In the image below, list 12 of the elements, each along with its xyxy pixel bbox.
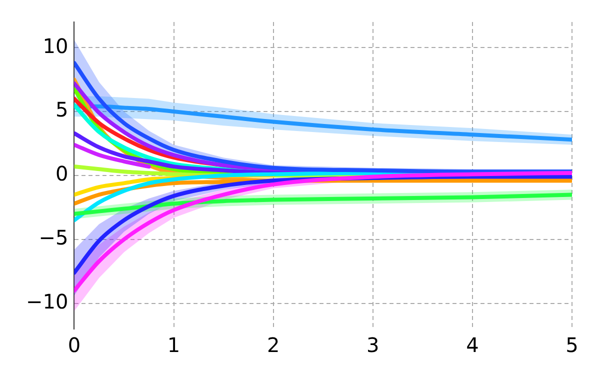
y-tick-label: −5 xyxy=(38,226,68,250)
x-tick-label: 3 xyxy=(366,333,380,358)
line-series xyxy=(74,104,572,142)
y-tick-label: −10 xyxy=(26,290,68,314)
y-tick-label: 10 xyxy=(42,34,68,58)
x-tick-label: 2 xyxy=(266,333,280,358)
line-series xyxy=(74,142,151,169)
x-tick-label: 4 xyxy=(466,333,479,358)
y-tick-label: 0 xyxy=(55,162,68,186)
y-tick-label: 5 xyxy=(55,98,68,122)
x-tick-label: 1 xyxy=(167,333,180,358)
x-tick-label: 5 xyxy=(566,333,578,358)
